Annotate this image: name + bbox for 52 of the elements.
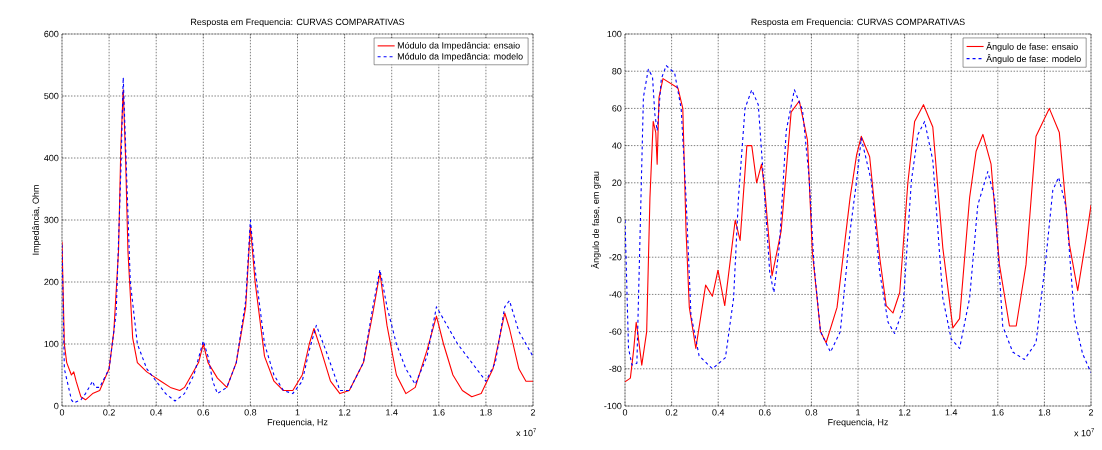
x-tick-label: 0.8 (805, 409, 818, 416)
y-tick-label: 20 (612, 179, 622, 186)
x-tick-label: 0 (622, 409, 628, 416)
y-tick-label: -40 (609, 291, 622, 298)
chart-title: Resposta em Frequencia: CURVAS COMPARATIVAS (751, 18, 965, 27)
legend-label: Módulo da Impedância: modelo (397, 52, 523, 62)
y-tick-label: 40 (612, 142, 622, 149)
y-tick-label: 200 (44, 278, 59, 286)
x-tick-label: 1 (295, 409, 300, 416)
y-tick-label: -100 (604, 402, 622, 410)
y-tick-label: 300 (44, 216, 59, 224)
x-tick-label: 1.6 (992, 409, 1004, 416)
x-tick-label: 0.4 (712, 409, 725, 416)
x-tick-label: 0.2 (665, 409, 678, 416)
y-tick-label: 600 (44, 30, 59, 38)
x-tick-label: 1.8 (480, 409, 492, 416)
x-tick-label: 0.6 (197, 409, 210, 416)
x-tick-label: 1.6 (433, 409, 445, 416)
y-tick-label: 0 (54, 402, 59, 410)
text: x 10$^{7}$ (516, 428, 537, 437)
x-tick-label: 1.2 (899, 409, 911, 416)
x-tick-label: 2 (530, 409, 536, 416)
legend-label: Ângulo de fase: ensaio (986, 41, 1078, 52)
y-tick-label: 80 (612, 68, 622, 75)
y-tick-label: 0 (617, 216, 622, 224)
x-tick-label: 1.4 (386, 409, 398, 416)
y-tick-label: -20 (609, 254, 622, 261)
chart-title: Resposta em Frequencia: CURVAS COMPARATIVAS (191, 18, 405, 27)
x-tick-label: 0.6 (758, 409, 771, 416)
y-axis-title: Impedância, Ohm (32, 185, 41, 255)
x-tick-label: 1.8 (1038, 409, 1051, 416)
x-axis-title: Frequencia, Hz (267, 418, 328, 428)
x-tick-label: 0.2 (103, 409, 115, 416)
y-tick-label: 100 (44, 340, 59, 348)
x-tick-label: 1 (856, 409, 861, 416)
text: x 10$^{7}$ (1074, 428, 1095, 437)
x-axis-title: Frequencia, Hz (828, 418, 888, 428)
x-tick-label: 1.4 (945, 409, 958, 416)
y-tick-label: 100 (607, 30, 622, 38)
y-tick-label: 60 (612, 105, 622, 112)
x-tick-label: 0.8 (244, 409, 257, 416)
y-axis-title: Ângulo de fase, em grau (590, 171, 601, 269)
legend-label: Ângulo de fase: modelo (986, 54, 1081, 64)
y-tick-label: 400 (44, 154, 59, 162)
x-tick-label: 2 (1088, 409, 1094, 416)
legend-label: Módulo da Impedância: ensaio (397, 41, 520, 51)
y-tick-label: -80 (609, 365, 622, 372)
y-tick-label: -60 (609, 328, 622, 335)
x-tick-label: 0.4 (150, 409, 163, 416)
x-tick-label: 0 (59, 409, 65, 416)
y-tick-label: 500 (44, 92, 59, 100)
x-tick-label: 1.2 (339, 409, 351, 416)
